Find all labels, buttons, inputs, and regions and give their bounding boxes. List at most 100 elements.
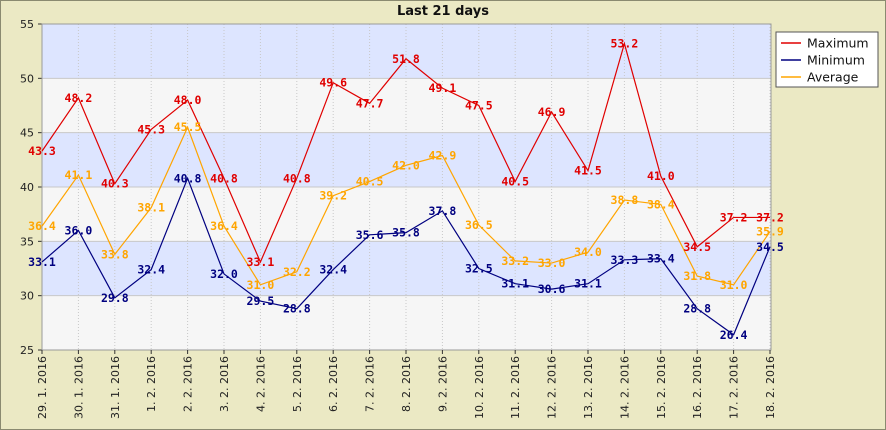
data-label-minimum: 32.4 (319, 263, 347, 277)
x-tick-label: 6. 2. 2016 (327, 356, 340, 412)
data-label-average: 33.8 (101, 247, 129, 261)
grid-band (42, 241, 771, 296)
data-label-maximum: 34.5 (683, 240, 711, 254)
data-label-average: 38.1 (137, 201, 165, 215)
data-label-average: 36.4 (28, 219, 56, 233)
data-label-maximum: 48.2 (65, 91, 93, 105)
data-label-maximum: 49.1 (429, 81, 457, 95)
data-label-maximum: 37.2 (756, 210, 784, 224)
data-label-average: 35.9 (756, 225, 784, 239)
x-tick-label: 16. 2. 2016 (691, 356, 704, 419)
y-tick-label: 50 (20, 72, 34, 85)
x-tick-label: 2. 2. 2016 (182, 356, 195, 412)
data-label-maximum: 37.2 (720, 210, 748, 224)
data-label-average: 39.2 (319, 189, 347, 203)
data-label-minimum: 29.8 (101, 291, 129, 305)
x-tick-label: 15. 2. 2016 (655, 356, 668, 419)
data-label-average: 41.1 (65, 168, 93, 182)
data-label-maximum: 40.8 (210, 171, 238, 185)
data-label-maximum: 45.3 (137, 122, 165, 136)
x-tick-label: 5. 2. 2016 (291, 356, 304, 412)
data-label-minimum: 31.1 (574, 277, 602, 291)
data-label-average: 33.0 (538, 256, 566, 270)
data-label-maximum: 47.7 (356, 96, 384, 110)
series-line-minimum (41, 176, 771, 336)
x-tick-label: 17. 2. 2016 (728, 356, 741, 419)
data-label-average: 31.8 (683, 269, 711, 283)
data-label-average: 34.0 (574, 245, 602, 259)
data-label-average: 36.5 (465, 218, 493, 232)
x-tick-label: 13. 2. 2016 (582, 356, 595, 419)
data-label-maximum: 48.0 (174, 93, 202, 107)
x-tick-label: 7. 2. 2016 (364, 356, 377, 412)
data-label-minimum: 34.5 (756, 240, 784, 254)
data-label-maximum: 46.9 (538, 105, 566, 119)
data-label-minimum: 31.1 (501, 277, 529, 291)
series-line-maximum (41, 41, 770, 264)
legend-label-average: Average (807, 70, 859, 85)
x-tick-label: 8. 2. 2016 (400, 356, 413, 412)
data-label-minimum: 37.8 (429, 204, 457, 218)
data-label-maximum: 40.3 (101, 177, 129, 191)
data-label-minimum: 33.1 (28, 255, 56, 269)
data-label-minimum: 40.8 (174, 171, 202, 185)
data-label-average: 31.0 (247, 278, 275, 292)
data-label-maximum: 43.3 (28, 144, 56, 158)
data-label-minimum: 28.8 (683, 302, 711, 316)
data-label-maximum: 47.5 (465, 99, 493, 113)
data-label-maximum: 41.5 (574, 164, 602, 178)
x-tick-label: 29. 1. 2016 (36, 356, 49, 419)
data-label-minimum: 32.5 (465, 262, 493, 276)
y-tick-label: 35 (20, 235, 34, 248)
data-label-average: 38.4 (647, 197, 675, 211)
x-tick-label: 3. 2. 2016 (218, 356, 231, 412)
legend-label-maximum: Maximum (807, 36, 869, 51)
y-tick-label: 25 (20, 344, 34, 357)
data-label-minimum: 32.0 (210, 267, 238, 281)
x-tick-label: 12. 2. 2016 (546, 356, 559, 419)
data-label-minimum: 26.4 (720, 328, 748, 342)
data-label-average: 40.5 (356, 175, 384, 189)
data-label-minimum: 29.5 (247, 294, 275, 308)
data-label-maximum: 40.8 (283, 171, 311, 185)
x-tick-label: 10. 2. 2016 (473, 356, 486, 419)
y-tick-label: 40 (20, 181, 34, 194)
chart-title: Last 21 days (396, 4, 490, 19)
legend-label-minimum: Minimum (807, 53, 865, 68)
data-label-average: 32.2 (283, 265, 311, 279)
x-tick-label: 18. 2. 2016 (764, 356, 777, 419)
data-label-maximum: 51.8 (392, 52, 420, 66)
data-label-average: 42.9 (429, 148, 457, 162)
data-label-average: 36.4 (210, 219, 238, 233)
data-label-minimum: 36.0 (65, 223, 93, 237)
series-line-average (41, 125, 771, 286)
data-label-average: 33.2 (501, 254, 529, 268)
y-tick-label: 30 (20, 290, 34, 303)
x-tick-label: 1. 2. 2016 (145, 356, 158, 412)
y-tick-label: 55 (20, 18, 34, 31)
data-label-maximum: 41.0 (647, 169, 675, 183)
x-tick-label: 4. 2. 2016 (254, 356, 267, 412)
x-tick-label: 31. 1. 2016 (109, 356, 122, 419)
data-label-maximum: 40.5 (501, 175, 529, 189)
data-label-minimum: 28.8 (283, 302, 311, 316)
data-label-average: 42.0 (392, 158, 420, 172)
data-label-average: 38.8 (611, 193, 639, 207)
data-label-minimum: 33.4 (647, 252, 675, 266)
y-tick-label: 45 (20, 127, 34, 140)
data-label-minimum: 33.3 (611, 253, 639, 267)
data-label-minimum: 35.8 (392, 226, 420, 240)
x-tick-label: 9. 2. 2016 (436, 356, 449, 412)
x-tick-label: 14. 2. 2016 (618, 356, 631, 419)
data-label-minimum: 35.6 (356, 228, 384, 242)
data-label-average: 45.5 (174, 120, 202, 134)
data-label-average: 31.0 (720, 278, 748, 292)
data-label-minimum: 30.6 (538, 282, 566, 296)
data-label-maximum: 53.2 (611, 37, 639, 51)
data-label-maximum: 33.1 (247, 255, 275, 269)
x-tick-label: 30. 1. 2016 (72, 356, 85, 419)
data-label-maximum: 49.6 (319, 76, 347, 90)
data-label-minimum: 32.4 (137, 263, 165, 277)
x-tick-label: 11. 2. 2016 (509, 356, 522, 419)
